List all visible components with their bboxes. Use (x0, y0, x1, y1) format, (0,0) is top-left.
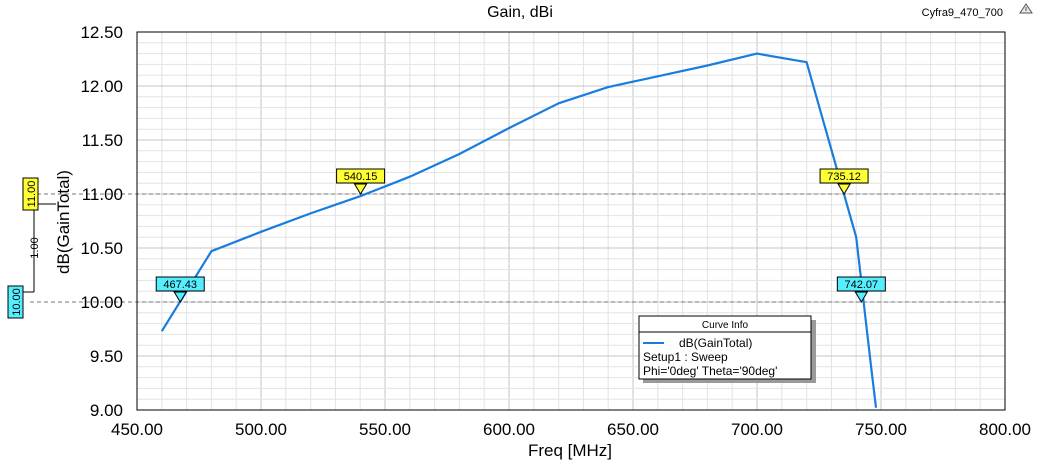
legend-line-2: Phi='0deg' Theta='90deg' (643, 364, 777, 378)
marker-label: 467.43 (163, 279, 197, 291)
marker-735-12[interactable]: 735.12 (819, 168, 869, 195)
reference-value-box[interactable]: 11.00 (22, 177, 39, 211)
marker-label: 735.12 (827, 171, 861, 183)
y-tick-label: 9.00 (90, 401, 123, 420)
x-axis-title: Freq [MHz] (528, 441, 612, 460)
x-tick-label: 500.00 (235, 420, 287, 439)
plot-frame (136, 31, 1006, 411)
reference-value-label: 11.00 (26, 181, 38, 208)
legend-entry: dB(GainTotal) (679, 336, 752, 350)
y-tick-label: 11.50 (82, 131, 123, 150)
x-tick-label: 450.00 (111, 420, 163, 439)
markers: 467.43 540.15 735.12 742.07 (155, 168, 886, 303)
marker-triangle (353, 183, 368, 195)
y-axis-title: dB(GainTotal) (54, 170, 73, 274)
y-tick-label: 12.00 (80, 77, 123, 96)
marker-triangle (837, 183, 851, 195)
y-tick-label: 12.50 (80, 23, 123, 42)
tick-labels: 450.00 500.00 550.00 600.00 650.00 700.00 750.… (80, 23, 1031, 439)
x-tick-label: 700.00 (731, 420, 783, 439)
marker-467-43[interactable]: 467.43 (155, 276, 205, 303)
delta-indicator: 1.00 11.00 10.00 (7, 177, 56, 319)
reference-value-label: 10.00 (11, 288, 23, 316)
y-tick-label: 10.50 (80, 239, 123, 258)
marker-label-box (336, 168, 386, 184)
reference-lines (30, 193, 1005, 303)
legend-line-1: Setup1 : Sweep (643, 350, 728, 364)
marker-label: 540.15 (344, 171, 378, 183)
marker-label-box (836, 276, 886, 292)
marker-label: 742.07 (845, 279, 879, 291)
x-tick-label: 750.00 (855, 420, 907, 439)
x-tick-label: 650.00 (607, 420, 659, 439)
x-tick-label: 600.00 (483, 420, 535, 439)
marker-label-box (819, 168, 869, 184)
y-tick-label: 9.50 (90, 347, 123, 366)
project-name: Cyfra9_470_700 (922, 7, 1003, 19)
delta-label: 1.00 (29, 237, 41, 258)
y-tick-label: 10.00 (80, 293, 123, 312)
x-tick-label: 800.00 (979, 420, 1031, 439)
marker-triangle (173, 291, 188, 303)
marker-540-15[interactable]: 540.15 (336, 168, 386, 195)
marker-label-box (155, 276, 205, 292)
marker-742-07[interactable]: 742.07 (836, 276, 886, 303)
chart-title: Gain, dBi (487, 4, 553, 21)
x-tick-label: 550.00 (359, 420, 411, 439)
curve-info-legend[interactable]: Curve Info dB(GainTotal) Setup1 : Sweep … (638, 315, 816, 383)
legend-title: Curve Info (702, 320, 749, 331)
reference-value-box[interactable]: 10.00 (7, 285, 24, 319)
scroll-up-icon[interactable] (1019, 3, 1033, 14)
grid (136, 31, 1006, 411)
marker-triangle (854, 291, 869, 303)
y-tick-label: 11.00 (82, 185, 123, 204)
